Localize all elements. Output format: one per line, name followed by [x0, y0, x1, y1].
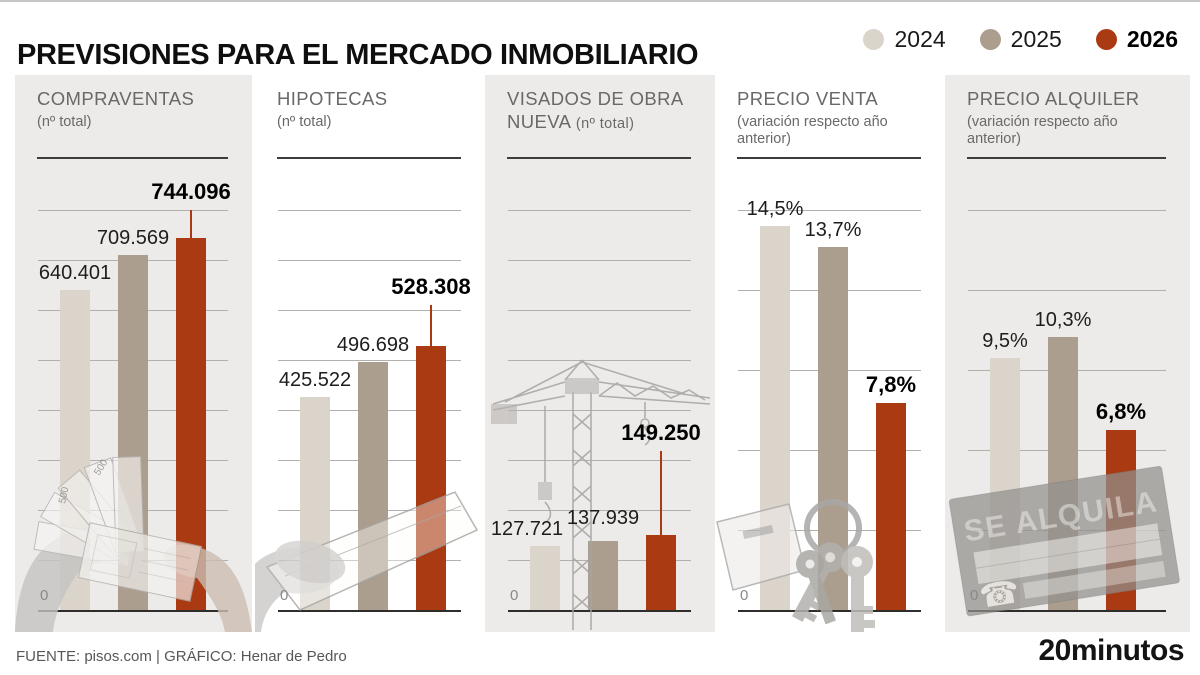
bar-chart-visados: 127.721 137.939 149.250	[491, 210, 701, 612]
panel-visados: VISADOS DE OBRA NUEVA (nº total) 127.721…	[485, 75, 715, 632]
bar-2026	[176, 238, 206, 610]
header-rule	[277, 157, 461, 159]
bar-2025	[818, 247, 848, 610]
panel-title: PRECIO ALQUILER	[967, 88, 1140, 109]
header-rule	[507, 157, 691, 159]
legend-label: 2025	[1010, 26, 1062, 52]
legend-item-2026: 2026	[1095, 26, 1178, 53]
panel-header: VISADOS DE OBRA NUEVA (nº total)	[507, 88, 695, 133]
legend-swatch-2024	[863, 29, 885, 50]
leader-line	[660, 451, 662, 535]
bar-chart-precio-venta: 14,5% 13,7% 7,8%	[738, 198, 921, 612]
legend-item-2024: 2024	[863, 26, 946, 53]
bar-chart-compraventas: 640.401 709.569 744.096	[38, 179, 231, 612]
bar-2026	[1106, 430, 1136, 610]
page-title: PREVISIONES PARA EL MERCADO INMOBILIARIO	[17, 39, 699, 72]
panel-header: HIPOTECAS (nº total)	[277, 88, 465, 131]
panel-precio-alquiler: PRECIO ALQUILER (variación respecto año …	[945, 75, 1190, 632]
legend: 2024 2025 2026	[863, 26, 1178, 53]
value-label-2025: 10,3%	[1034, 309, 1092, 331]
panel-subtitle: (nº total)	[37, 113, 92, 130]
panel-precio-venta: PRECIO VENTA (variación respecto año ant…	[715, 75, 945, 632]
panel-subtitle: (nº total)	[277, 113, 332, 130]
bar-2026	[416, 346, 446, 610]
value-label-2025: 13,7%	[804, 219, 862, 241]
panel-header: PRECIO VENTA (variación respecto año ant…	[737, 88, 925, 148]
value-label-2024: 640.401	[38, 262, 112, 284]
panel-title: VISADOS DE OBRA NUEVA (nº total)	[507, 88, 695, 133]
bar-2026	[646, 535, 676, 610]
panel-compraventas: COMPRAVENTAS (nº total) 640.401 709.569 74…	[15, 75, 252, 632]
value-label-2025: 137.939	[566, 507, 640, 529]
value-label-2024: 127.721	[490, 518, 564, 540]
panel-title: HIPOTECAS	[277, 88, 388, 109]
logo-20minutos: 20minutos	[1038, 634, 1184, 667]
legend-item-2025: 2025	[979, 26, 1062, 53]
bar-2024	[530, 546, 560, 610]
axis-zero-label: 0	[510, 587, 519, 604]
panel-title: COMPRAVENTAS	[37, 88, 195, 109]
bar-chart-precio-alquiler: 9,5% 10,3% 6,8%	[968, 210, 1166, 612]
panel-title-text: VISADOS DE OBRA NUEVA	[507, 88, 683, 132]
panel-title: PRECIO VENTA	[737, 88, 879, 109]
legend-label: 2024	[894, 26, 946, 52]
top-divider	[0, 0, 1200, 2]
header-rule	[737, 157, 921, 159]
value-label-2024: 9,5%	[982, 330, 1028, 352]
value-label-2026: 6,8%	[1095, 399, 1147, 424]
panel-subtitle: (nº total)	[575, 115, 635, 132]
value-label-2026: 744.096	[151, 179, 231, 204]
value-label-2025: 709.569	[96, 227, 170, 249]
panel-subtitle: (variación respecto año anterior)	[737, 113, 888, 147]
bar-2025	[1048, 337, 1078, 610]
legend-swatch-2026	[1095, 29, 1117, 50]
axis-zero-label: 0	[40, 587, 49, 604]
panel-header: PRECIO ALQUILER (variación respecto año …	[967, 88, 1170, 148]
axis-zero-label: 0	[280, 587, 289, 604]
value-label-2024: 425.522	[278, 369, 352, 391]
value-label-2026: 149.250	[621, 420, 701, 445]
leader-line	[430, 305, 432, 346]
panel-subtitle: (variación respecto año anterior)	[967, 113, 1118, 147]
header-rule	[37, 157, 228, 159]
bar-2026	[876, 403, 906, 610]
value-label-2026: 7,8%	[865, 372, 917, 397]
bar-2024	[60, 290, 90, 610]
leader-line	[190, 210, 192, 238]
bar-2025	[358, 362, 388, 610]
bar-2025	[118, 255, 148, 610]
bar-2024	[990, 358, 1020, 610]
axis-zero-label: 0	[740, 587, 749, 604]
bar-2024	[760, 226, 790, 610]
panel-hipotecas: HIPOTECAS (nº total) 425.522 496.698 528.3…	[255, 75, 485, 632]
value-label-2026: 528.308	[391, 274, 471, 299]
panel-header: COMPRAVENTAS (nº total)	[37, 88, 232, 131]
legend-label: 2026	[1126, 26, 1178, 52]
bar-chart-hipotecas: 425.522 496.698 528.308	[278, 210, 471, 612]
header-rule	[967, 157, 1166, 159]
legend-swatch-2025	[979, 29, 1001, 50]
axis-zero-label: 0	[970, 587, 979, 604]
value-label-2024: 14,5%	[746, 198, 804, 220]
source-credit: FUENTE: pisos.com | GRÁFICO: Henar de Pe…	[16, 648, 347, 665]
value-label-2025: 496.698	[336, 334, 410, 356]
bar-2024	[300, 397, 330, 610]
bar-2025	[588, 541, 618, 610]
